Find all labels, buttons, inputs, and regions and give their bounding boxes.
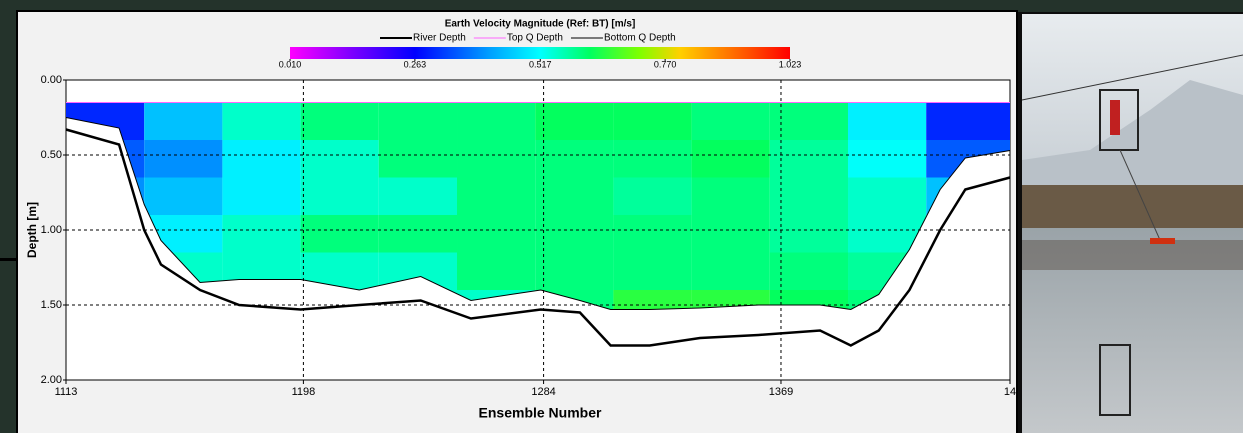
velocity-cell bbox=[769, 215, 849, 253]
velocity-cell bbox=[535, 215, 614, 253]
velocity-cell bbox=[691, 140, 770, 178]
photo bbox=[1018, 12, 1243, 433]
depth-line bbox=[65, 117, 1011, 311]
photo-person bbox=[1110, 100, 1120, 135]
x-tick-label: 1198 bbox=[292, 386, 316, 398]
colorbar-tick-label: 0.010 bbox=[279, 59, 302, 69]
x-tick-label: 1369 bbox=[769, 386, 793, 398]
velocity-cell bbox=[457, 215, 536, 253]
velocity-cell bbox=[769, 177, 849, 215]
velocity-cell bbox=[613, 177, 692, 215]
velocity-cell bbox=[222, 177, 301, 215]
velocity-cell bbox=[535, 177, 614, 215]
velocity-cell bbox=[144, 177, 223, 215]
velocity-cell bbox=[769, 140, 849, 178]
velocity-cell bbox=[457, 140, 536, 178]
velocity-cell bbox=[535, 102, 614, 140]
legend-label: River Depth bbox=[413, 33, 466, 44]
velocity-cell bbox=[691, 252, 770, 290]
velocity-cell bbox=[378, 140, 458, 178]
photo-cage-reflection bbox=[1099, 344, 1131, 416]
colorbar-tick-label: 0.517 bbox=[529, 59, 552, 69]
velocity-cell bbox=[769, 102, 849, 140]
velocity-cell bbox=[300, 102, 379, 140]
velocity-cell bbox=[378, 177, 458, 215]
photo-cage bbox=[1099, 89, 1139, 151]
velocity-cell bbox=[613, 102, 692, 140]
photo-shore bbox=[1022, 185, 1243, 230]
velocity-cell bbox=[769, 252, 849, 290]
velocity-cell bbox=[848, 140, 927, 178]
legend-label: Bottom Q Depth bbox=[604, 33, 676, 44]
velocity-cell bbox=[457, 102, 536, 140]
x-tick-label: 14 bbox=[1004, 386, 1016, 398]
velocity-cell bbox=[222, 140, 301, 178]
velocity-cell bbox=[691, 177, 770, 215]
velocity-cell bbox=[613, 252, 692, 290]
y-tick-label: 0.00 bbox=[41, 74, 62, 86]
photo-cable bbox=[1021, 54, 1243, 101]
velocity-cell bbox=[613, 140, 692, 178]
colorbar-tick-label: 0.263 bbox=[404, 59, 427, 69]
velocity-cell bbox=[378, 215, 458, 253]
velocity-cell bbox=[613, 215, 692, 253]
velocity-cell bbox=[144, 140, 223, 178]
photo-mountains bbox=[1022, 80, 1243, 185]
colorbar bbox=[290, 47, 790, 59]
edge-mark bbox=[0, 258, 16, 261]
velocity-cell bbox=[848, 102, 927, 140]
velocity-cell bbox=[457, 177, 536, 215]
photo-rope bbox=[1119, 149, 1161, 241]
velocity-cell bbox=[457, 252, 536, 290]
y-tick-label: 0.50 bbox=[41, 149, 62, 161]
velocity-cell bbox=[378, 102, 458, 140]
velocity-cell bbox=[926, 102, 1010, 140]
y-tick-label: 1.50 bbox=[41, 299, 62, 311]
velocity-cell bbox=[144, 102, 223, 140]
velocity-cell bbox=[300, 177, 379, 215]
velocity-cell bbox=[222, 102, 301, 140]
y-tick-label: 1.00 bbox=[41, 224, 62, 236]
velocity-cell bbox=[848, 177, 927, 215]
x-axis-label: Ensemble Number bbox=[479, 405, 602, 421]
velocity-cell bbox=[300, 215, 379, 253]
x-tick-label: 1284 bbox=[531, 386, 555, 398]
velocity-cell bbox=[691, 215, 770, 253]
x-tick-label: 1113 bbox=[55, 386, 78, 398]
photo-boat bbox=[1150, 238, 1175, 244]
velocity-cell bbox=[222, 215, 301, 253]
colorbar-tick-label: 0.770 bbox=[654, 59, 677, 69]
depth-line bbox=[65, 128, 1011, 347]
colorbar-tick-label: 1.023 bbox=[779, 59, 802, 69]
velocity-cell bbox=[535, 252, 614, 290]
velocity-cell bbox=[300, 140, 379, 178]
photo-reflection bbox=[1022, 240, 1243, 270]
legend-label: Top Q Depth bbox=[507, 33, 563, 44]
y-axis-label: Depth [m] bbox=[25, 202, 39, 258]
velocity-cell bbox=[535, 140, 614, 178]
y-tick-label: 2.00 bbox=[41, 374, 62, 386]
chart-title: Earth Velocity Magnitude (Ref: BT) [m/s] bbox=[445, 19, 636, 30]
velocity-cell bbox=[691, 102, 770, 140]
